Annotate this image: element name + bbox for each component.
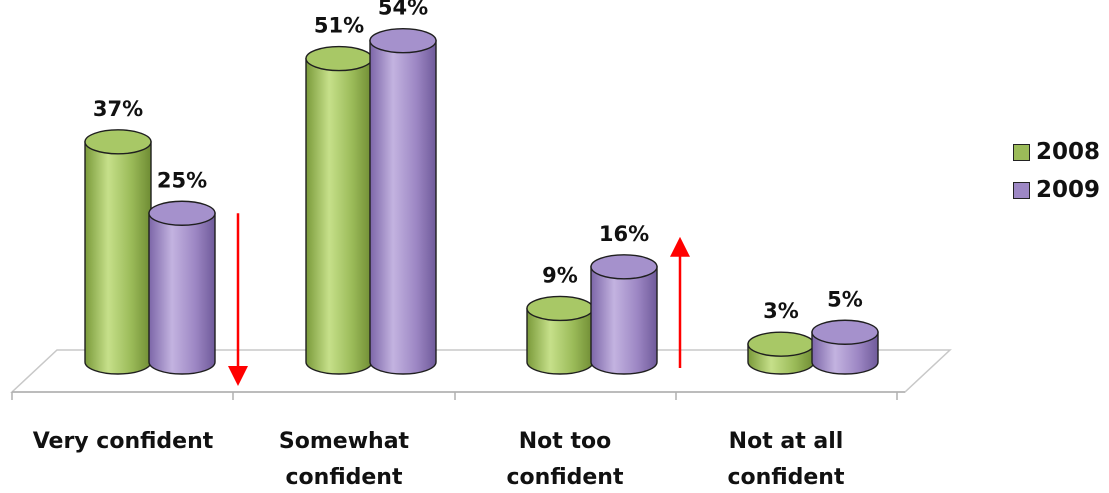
legend: 2008 2009 — [1013, 133, 1100, 209]
bar-2009-0 — [148, 200, 216, 375]
legend-item-2008: 2008 — [1013, 133, 1100, 171]
category-label-2: Not too confident — [507, 429, 624, 490]
bar-2008-2 — [526, 295, 594, 375]
value-label-2008-3: 3% — [763, 299, 799, 323]
value-label-2009-0: 25% — [157, 168, 207, 192]
bar-2009-3 — [811, 319, 879, 375]
value-label-2008-2: 9% — [542, 263, 578, 287]
bar-2008-1 — [305, 45, 373, 375]
bar-2009-1 — [369, 28, 437, 375]
category-label-0: Very confident — [33, 429, 214, 454]
category-label-3: Not at all confident — [728, 429, 845, 490]
bar-2008-0 — [84, 129, 152, 375]
legend-swatch-2008 — [1013, 143, 1030, 161]
value-label-2009-1: 54% — [378, 0, 428, 20]
bar-2008-3 — [747, 331, 815, 375]
value-label-2009-3: 5% — [827, 287, 863, 311]
category-label-1: Somewhat confident — [279, 429, 410, 490]
legend-label-2008: 2008 — [1036, 139, 1101, 165]
legend-swatch-2009 — [1013, 181, 1030, 199]
value-label-2008-0: 37% — [93, 97, 143, 121]
value-label-2008-1: 51% — [314, 14, 364, 38]
legend-item-2009: 2009 — [1013, 171, 1100, 209]
value-label-2009-2: 16% — [599, 222, 649, 246]
legend-label-2009: 2009 — [1036, 177, 1101, 203]
bar-2009-2 — [590, 254, 658, 375]
